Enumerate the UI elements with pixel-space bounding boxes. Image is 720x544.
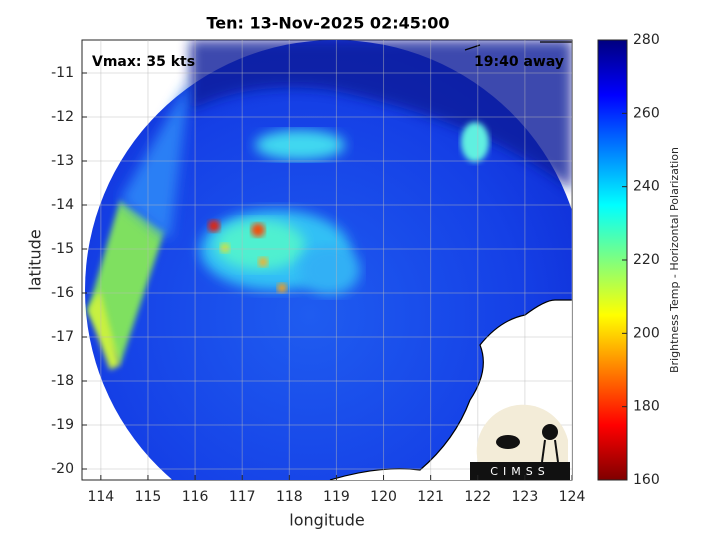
time-annotation: 19:40 away bbox=[474, 54, 564, 70]
y-tick-label: -12 bbox=[51, 109, 74, 125]
x-tick-label: 117 bbox=[229, 489, 256, 505]
x-axis-label: longitude bbox=[289, 511, 364, 530]
colorbar-tick-label: 280 bbox=[633, 32, 660, 48]
colorbar-tick-label: 200 bbox=[633, 325, 660, 341]
swath-image bbox=[85, 40, 572, 480]
y-tick-label: -14 bbox=[51, 197, 74, 213]
logo: CIMSS bbox=[470, 404, 570, 480]
x-tick-label: 118 bbox=[276, 489, 303, 505]
y-tick-label: -19 bbox=[51, 417, 74, 433]
vmax-annotation: Vmax: 35 kts bbox=[92, 54, 195, 70]
colorbar-tick-label: 160 bbox=[633, 472, 660, 488]
y-tick-label: -18 bbox=[51, 373, 74, 389]
colorbar-tick-label: 240 bbox=[633, 179, 660, 195]
y-tick-label: -20 bbox=[51, 461, 74, 477]
x-tick-label: 114 bbox=[87, 489, 114, 505]
chart-title: Ten: 13-Nov-2025 02:45:00 bbox=[206, 14, 449, 33]
colorbar-label: Brightness Temp - Horizontal Polarizatio… bbox=[668, 147, 681, 373]
x-tick-label: 119 bbox=[323, 489, 350, 505]
x-tick-label: 121 bbox=[417, 489, 444, 505]
x-tick-label: 122 bbox=[464, 489, 491, 505]
x-tick-label: 116 bbox=[182, 489, 209, 505]
colorbar-tick-label: 260 bbox=[633, 105, 660, 121]
logo-text: CIMSS bbox=[490, 465, 549, 478]
colorbar-tick-label: 220 bbox=[633, 252, 660, 268]
x-tick-label: 115 bbox=[135, 489, 162, 505]
y-axis-label: latitude bbox=[26, 229, 45, 290]
y-tick-label: -16 bbox=[51, 285, 74, 301]
x-tick-label: 123 bbox=[512, 489, 539, 505]
colorbar-tick-label: 180 bbox=[633, 399, 660, 415]
y-tick-label: -15 bbox=[51, 241, 74, 257]
y-tick-label: -17 bbox=[51, 329, 74, 345]
y-tick-label: -13 bbox=[51, 153, 74, 169]
x-tick-label: 124 bbox=[559, 489, 586, 505]
y-tick-label: -11 bbox=[51, 65, 74, 81]
x-tick-label: 120 bbox=[370, 489, 397, 505]
